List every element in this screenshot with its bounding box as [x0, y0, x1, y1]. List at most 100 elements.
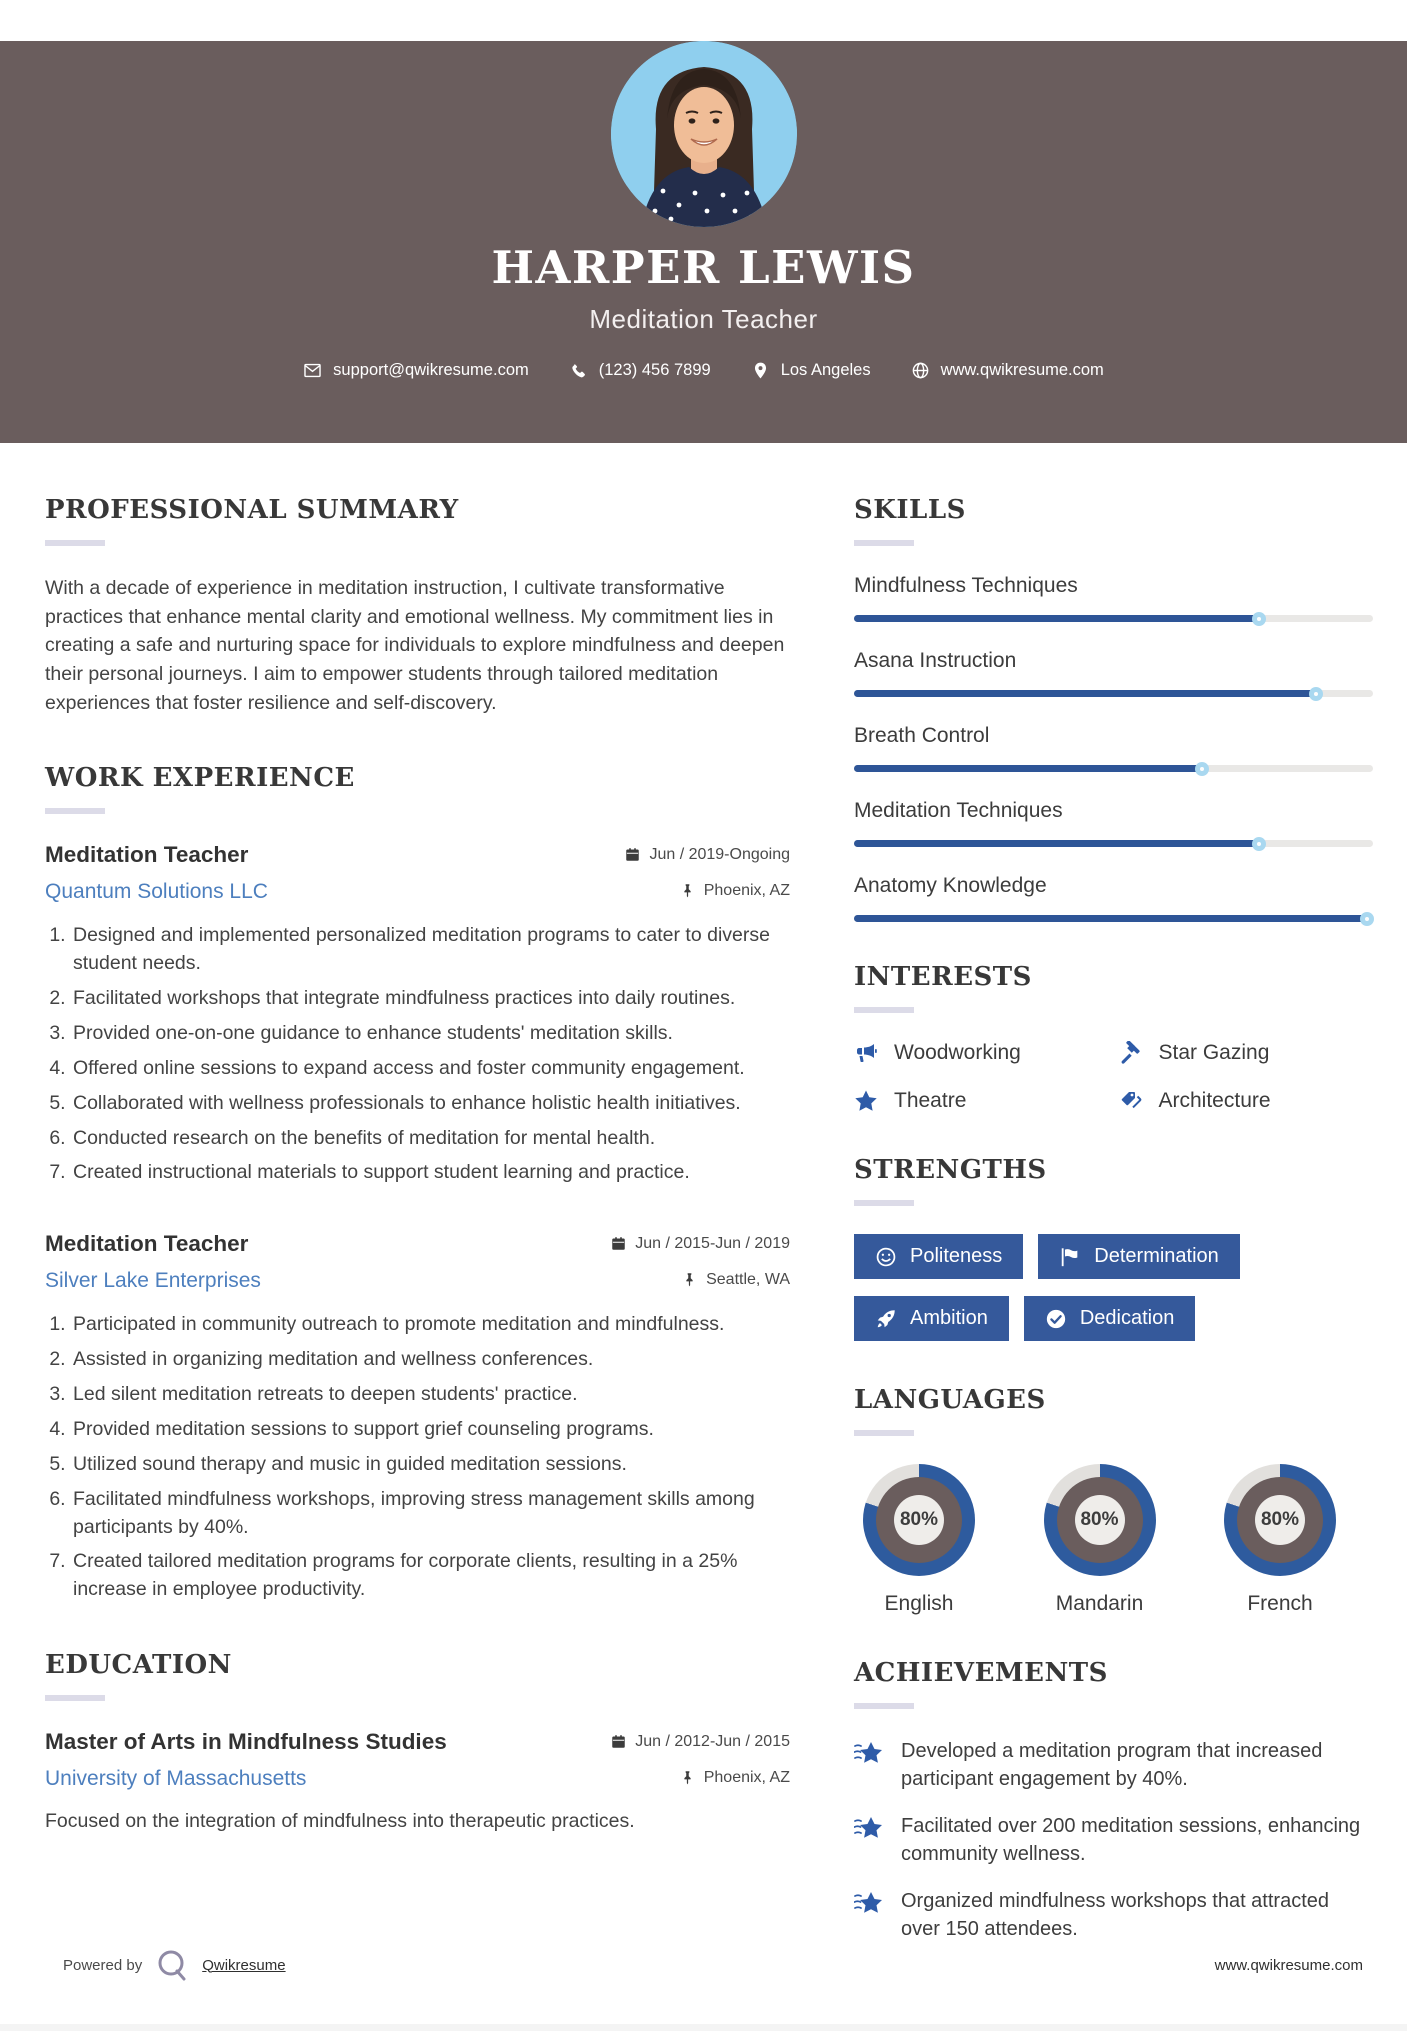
contact-row: support@qwikresume.com (123) 456 7899 Lo…	[0, 361, 1407, 380]
section-professional-summary: PROFESSIONAL SUMMARY With a decade of ex…	[45, 495, 790, 717]
interest-item: Star Gazing	[1119, 1041, 1374, 1065]
skill-slider[interactable]	[854, 611, 1373, 626]
job-bullet: Assisted in organizing meditation and we…	[71, 1346, 790, 1374]
envelope-icon	[303, 361, 322, 380]
shooting-star-icon	[854, 1890, 884, 1918]
section-education: EDUCATION Master of Arts in Mindfulness …	[45, 1650, 790, 1836]
heading-underline	[45, 1695, 105, 1702]
heading-underline	[854, 1703, 914, 1709]
heading-underline	[45, 540, 105, 546]
strength-badge-determination[interactable]: Determination	[1038, 1234, 1240, 1279]
job-bullet: Led silent meditation retreats to deepen…	[71, 1381, 790, 1409]
slider-thumb[interactable]	[1360, 911, 1374, 926]
job-location: Phoenix, AZ	[703, 881, 790, 899]
language-label: Mandarin	[1055, 1592, 1144, 1615]
section-heading: INTERESTS	[854, 962, 1032, 992]
education-location: Phoenix, AZ	[703, 1768, 790, 1786]
slider-thumb[interactable]	[1194, 761, 1209, 776]
heading-underline	[45, 808, 105, 815]
rocket-icon	[875, 1308, 897, 1330]
skill-row: Asana Instruction	[854, 649, 1373, 701]
portrait-illustration	[610, 41, 797, 227]
skill-slider[interactable]	[854, 761, 1373, 776]
calendar-icon	[611, 1734, 626, 1749]
contact-location[interactable]: Los Angeles	[751, 361, 871, 380]
interest-item: Architecture	[1119, 1089, 1374, 1113]
calendar-icon	[625, 847, 640, 862]
language-item: 80% French	[1215, 1464, 1345, 1616]
language-percent: 80%	[894, 1495, 944, 1545]
slider-thumb[interactable]	[1308, 686, 1323, 701]
language-donut-chart: 80%	[1043, 1464, 1156, 1576]
achievement-item: Facilitated over 200 meditation sessions…	[854, 1812, 1373, 1868]
shooting-star-icon	[854, 1815, 884, 1843]
school-link[interactable]: University of Massachusetts	[45, 1767, 307, 1791]
job-bullet: Provided one-on-one guidance to enhance …	[71, 1020, 790, 1048]
job-bullet: Offered online sessions to expand access…	[71, 1055, 790, 1083]
skill-slider[interactable]	[854, 911, 1374, 926]
section-heading: WORK EXPERIENCE	[45, 763, 355, 794]
strength-badge-ambition[interactable]: Ambition	[854, 1296, 1009, 1341]
company-link[interactable]: Quantum Solutions LLC	[45, 880, 268, 904]
section-heading: PROFESSIONAL SUMMARY	[45, 495, 459, 525]
section-interests: INTERESTS Woodworking Star Gazing	[854, 962, 1373, 1113]
job-dates: Jun / 2015-Jun / 2019	[635, 1234, 790, 1252]
skill-slider[interactable]	[854, 836, 1373, 851]
section-languages: LANGUAGES 80% English 80% Mandarin	[854, 1385, 1373, 1616]
skill-row: Meditation Techniques	[854, 799, 1373, 851]
page-footer: Powered by Qwikresume www.qwikresume.com	[0, 1947, 1407, 1983]
gavel-icon	[1119, 1041, 1143, 1065]
bullhorn-icon	[854, 1041, 878, 1065]
section-heading: LANGUAGES	[854, 1385, 1046, 1415]
job-bullet: Designed and implemented personalized me…	[71, 922, 790, 978]
slider-thumb[interactable]	[1251, 611, 1266, 626]
company-link[interactable]: Silver Lake Enterprises	[45, 1269, 261, 1293]
thumbtack-icon	[680, 883, 695, 898]
achievement-item: Organized mindfulness workshops that att…	[854, 1887, 1373, 1943]
job-bullet: Conducted research on the benefits of me…	[71, 1125, 790, 1153]
education-dates: Jun / 2012-Jun / 2015	[635, 1732, 790, 1750]
smiley-icon	[875, 1246, 897, 1268]
achievement-item: Developed a meditation program that incr…	[854, 1737, 1373, 1793]
section-work-experience: WORK EXPERIENCE Meditation Teacher Jun /…	[45, 763, 790, 1604]
job-bullet: Created tailored meditation programs for…	[71, 1548, 790, 1604]
qwikresume-link[interactable]: Qwikresume	[202, 1956, 286, 1974]
job-bullet-list: Participated in community outreach to pr…	[45, 1311, 790, 1604]
contact-phone[interactable]: (123) 456 7899	[569, 361, 711, 380]
language-donut-chart: 80%	[863, 1464, 975, 1576]
skill-slider[interactable]	[854, 686, 1373, 701]
summary-text: With a decade of experience in meditatio…	[45, 577, 785, 714]
heading-underline	[854, 1200, 914, 1206]
job-bullet: Participated in community outreach to pr…	[71, 1311, 790, 1339]
skill-row: Anatomy Knowledge	[854, 874, 1374, 926]
job-bullet: Facilitated mindfulness workshops, impro…	[71, 1486, 790, 1542]
strength-badge-politeness[interactable]: Politeness	[854, 1234, 1024, 1279]
globe-icon	[911, 361, 930, 380]
skill-row: Mindfulness Techniques	[854, 574, 1373, 626]
heading-underline	[854, 1007, 914, 1013]
powered-by-label: Powered by	[63, 1956, 143, 1974]
degree-title: Master of Arts in Mindfulness Studies	[45, 1729, 447, 1755]
language-label: French	[1247, 1592, 1313, 1615]
education-description: Focused on the integration of mindfulnes…	[45, 1810, 635, 1833]
skill-row: Breath Control	[854, 724, 1373, 776]
check-circle-icon	[1045, 1308, 1067, 1330]
section-achievements: ACHIEVEMENTS Developed a meditation prog…	[854, 1658, 1373, 1943]
education-entry: Master of Arts in Mindfulness Studies Ju…	[45, 1729, 790, 1836]
tags-icon	[1119, 1089, 1143, 1113]
heading-underline	[854, 1430, 914, 1436]
work-entry: Meditation Teacher Jun / 2015-Jun / 2019…	[45, 1231, 790, 1604]
candidate-name: HARPER LEWIS	[491, 241, 916, 294]
contact-email[interactable]: support@qwikresume.com	[303, 361, 529, 380]
job-location: Seattle, WA	[706, 1270, 790, 1288]
strength-badge-dedication[interactable]: Dedication	[1023, 1296, 1196, 1341]
job-title: Meditation Teacher	[45, 842, 249, 868]
profile-photo	[610, 41, 797, 227]
contact-website[interactable]: www.qwikresume.com	[911, 361, 1104, 380]
section-strengths: STRENGTHS Politeness Determination	[854, 1155, 1373, 1341]
thumbtack-icon	[682, 1272, 697, 1287]
slider-thumb[interactable]	[1251, 836, 1266, 851]
section-heading: STRENGTHS	[854, 1155, 1047, 1185]
job-dates: Jun / 2019-Ongoing	[649, 845, 790, 863]
map-pin-icon	[751, 361, 770, 380]
